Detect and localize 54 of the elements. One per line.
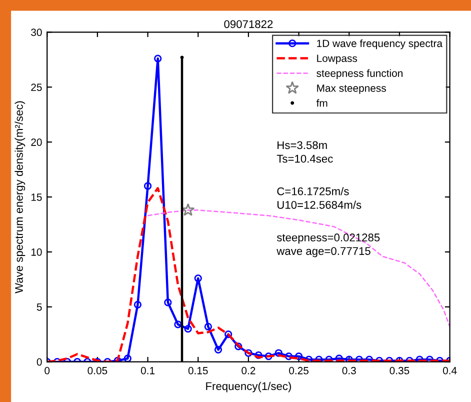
point xyxy=(154,54,162,62)
x-tick-label: 0.35 xyxy=(390,366,410,374)
y-tick-label: 25 xyxy=(31,84,42,91)
annotation: Hs=3.58m Ts=10.4sec xyxy=(276,141,333,163)
y-tick-label: 30 xyxy=(31,28,42,36)
x-tick-label: 0.1 xyxy=(140,366,155,374)
x-tick-label: 0.4 xyxy=(442,366,457,374)
x-tick-label: 0.05 xyxy=(88,366,108,374)
point xyxy=(124,354,132,362)
x-tick-label: 0.15 xyxy=(188,366,208,374)
y-tick-label: 5 xyxy=(36,303,42,311)
x-tick-label: 0 xyxy=(44,366,50,374)
point xyxy=(325,356,333,362)
point xyxy=(305,356,313,362)
point xyxy=(174,320,182,328)
point xyxy=(194,274,202,282)
point xyxy=(204,322,212,330)
y-tick-label: 20 xyxy=(31,138,42,146)
point xyxy=(214,346,222,354)
legend-label: Max steepness xyxy=(317,84,386,94)
x-tick-label: 0.2 xyxy=(242,366,256,374)
point xyxy=(184,325,192,333)
point xyxy=(355,356,364,362)
annotation: steepness=0.021285 wave age=0.77715 xyxy=(276,234,380,258)
y-tick-label: 15 xyxy=(31,194,42,201)
point xyxy=(164,298,172,306)
x-tick-label: 0.3 xyxy=(342,366,356,374)
point xyxy=(345,356,353,362)
point xyxy=(234,342,242,350)
point xyxy=(244,349,252,357)
y-tick-label: 0 xyxy=(36,358,42,366)
point xyxy=(134,300,142,308)
point xyxy=(426,356,434,362)
point xyxy=(144,182,152,190)
legend-label: steepness function xyxy=(316,69,402,79)
point xyxy=(254,351,262,360)
y-tick-label: 10 xyxy=(31,248,42,256)
point xyxy=(264,352,272,360)
legend-label: Lowpass xyxy=(317,54,358,64)
point xyxy=(294,352,303,360)
legend-label: 1D wave frequency spectra xyxy=(317,39,443,50)
chart-title: 09071822 xyxy=(224,20,273,28)
x-axis-title: Frequency(1/sec) xyxy=(206,382,291,392)
x-tick-label: 0.25 xyxy=(289,366,308,374)
y-axis-title: Wave spectrum energy density(m²/sec) xyxy=(14,101,26,294)
point xyxy=(181,203,195,216)
point xyxy=(274,349,282,357)
point xyxy=(224,330,232,338)
point xyxy=(284,352,293,360)
annotation: C=16.1725m/s U10=12.5684m/s xyxy=(277,187,362,209)
point xyxy=(365,356,374,362)
point xyxy=(416,356,424,362)
point xyxy=(315,356,323,362)
legend-label: fm xyxy=(316,99,328,107)
